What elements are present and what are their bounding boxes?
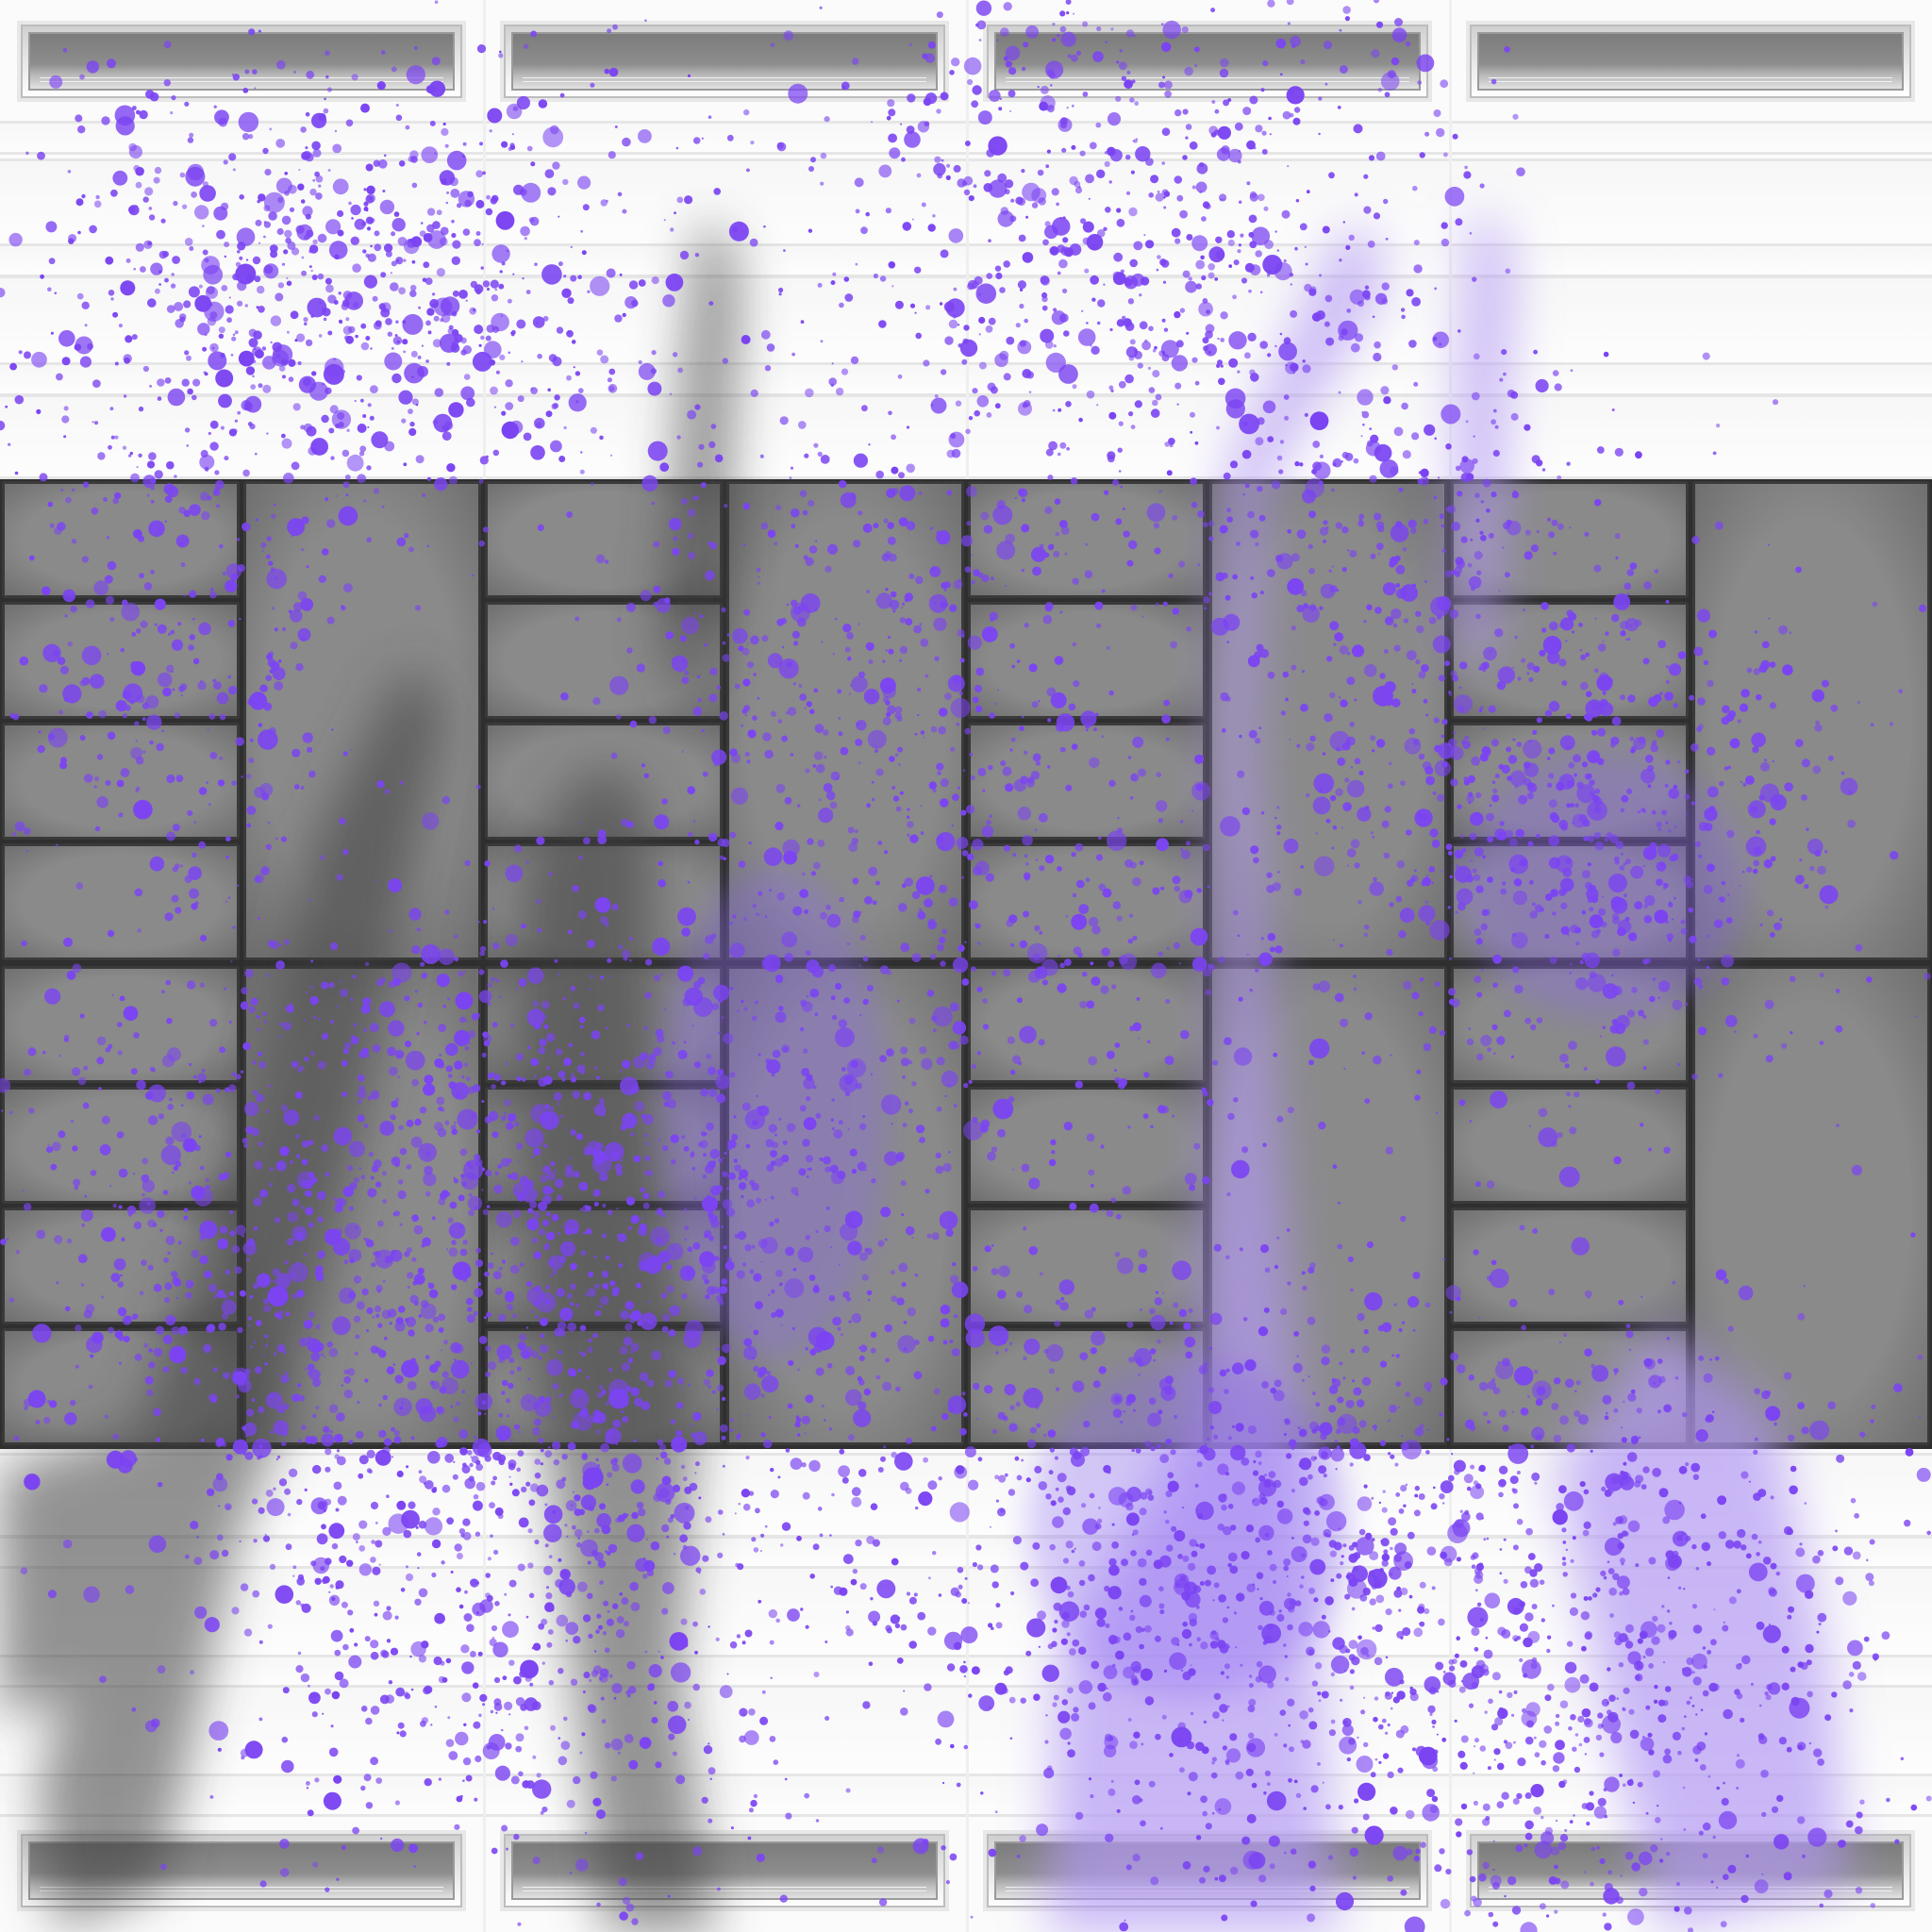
tall-tile	[1692, 966, 1930, 1445]
small-tile	[2, 1328, 240, 1445]
small-tile	[968, 1208, 1206, 1324]
tile-grid	[0, 479, 1932, 1449]
small-tile	[968, 1328, 1206, 1445]
small-tile	[2, 966, 240, 1083]
plaque-bottom-3	[983, 1830, 1432, 1911]
tall-tile	[726, 966, 964, 1445]
small-tile	[485, 1087, 723, 1204]
tall-tile	[1209, 966, 1447, 1445]
small-tile	[1451, 843, 1689, 960]
separator	[483, 0, 486, 479]
small-tile	[485, 1328, 723, 1445]
small-tile	[968, 602, 1206, 719]
small-tile	[2, 602, 240, 719]
plaque-bottom-1	[17, 1830, 466, 1911]
small-tile	[1451, 966, 1689, 1083]
small-tile	[968, 843, 1206, 960]
small-tile	[2, 1087, 240, 1204]
plaque-top-1	[17, 21, 466, 102]
small-tile	[968, 966, 1206, 1083]
small-tile	[1451, 1208, 1689, 1324]
small-tile	[485, 966, 723, 1083]
tall-tile	[1209, 481, 1447, 960]
tall-tile	[726, 481, 964, 960]
small-tile	[2, 481, 240, 598]
separator	[1449, 0, 1452, 479]
small-tile	[485, 602, 723, 719]
small-tile	[1451, 723, 1689, 840]
small-tile	[2, 1208, 240, 1324]
small-tile	[968, 481, 1206, 598]
small-tile	[1451, 1087, 1689, 1204]
small-tile	[485, 1208, 723, 1324]
small-tile	[485, 843, 723, 960]
plaque-top-4	[1466, 21, 1915, 102]
small-tile	[2, 723, 240, 840]
small-tile	[1451, 602, 1689, 719]
small-tile	[968, 723, 1206, 840]
small-tile	[968, 1087, 1206, 1204]
separator	[966, 0, 969, 479]
small-tile	[485, 481, 723, 598]
plaque-top-2	[500, 21, 949, 102]
tall-tile	[243, 966, 481, 1445]
tall-tile	[243, 481, 481, 960]
small-tile	[485, 723, 723, 840]
small-tile	[1451, 481, 1689, 598]
plaque-bottom-2	[500, 1830, 949, 1911]
tall-tile	[1692, 481, 1930, 960]
small-tile	[1451, 1328, 1689, 1445]
bottom-plaque-row	[0, 1821, 1932, 1924]
small-tile	[2, 843, 240, 960]
plaque-bottom-4	[1466, 1830, 1915, 1911]
plaque-top-3	[983, 21, 1432, 102]
